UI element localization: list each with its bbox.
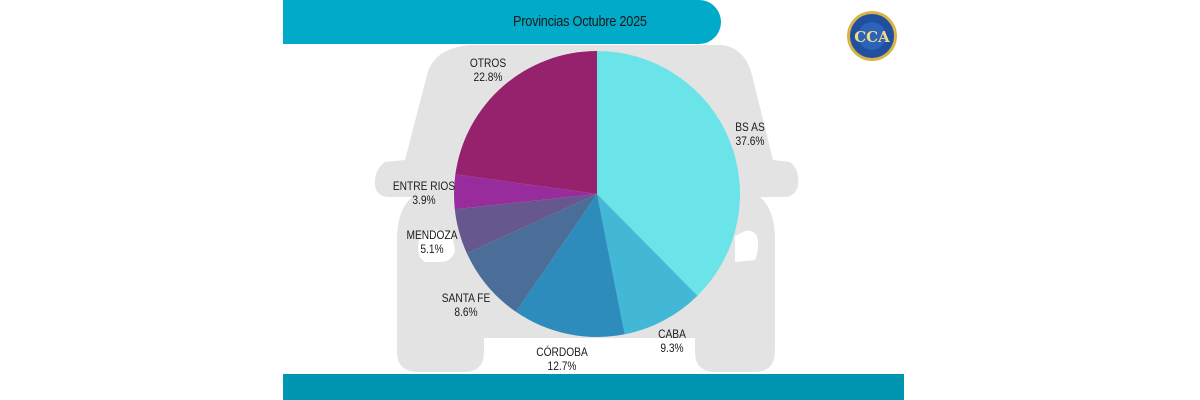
slice-label: MENDOZA 5.1%: [394, 228, 471, 256]
pie-slice-caba: [597, 194, 698, 335]
slice-label-name: OTROS: [469, 56, 507, 70]
slice-label: CABA 9.3%: [634, 327, 711, 355]
pie-slice-santa-fe: [466, 194, 597, 312]
slice-label: CÓRDOBA 12.7%: [524, 345, 601, 373]
slice-label-name: SANTA FE: [441, 291, 491, 305]
pie-slice-otros: [455, 51, 597, 194]
cca-logo-icon: CCA: [847, 11, 897, 61]
slice-label-name: CÓRDOBA: [536, 345, 588, 359]
pie-slice-bs-as: [597, 51, 741, 296]
footer-bar: [283, 374, 904, 400]
slice-label-percent: 3.9%: [412, 193, 436, 207]
slice-label-name: BS AS: [735, 120, 765, 134]
slice-label-name: ENTRE RIOS: [392, 179, 456, 193]
slice-label-percent: 37.6%: [735, 134, 765, 148]
slice-label-percent: 12.7%: [547, 359, 577, 373]
slice-label-percent: 5.1%: [420, 242, 444, 256]
chart-title: Provincias Octubre 2025: [513, 13, 647, 30]
slice-label-percent: 22.8%: [473, 70, 503, 84]
slice-label-name: CABA: [658, 327, 686, 341]
pie-slice-córdoba: [515, 194, 625, 337]
slice-label-name: MENDOZA: [406, 228, 458, 242]
slice-label-percent: 9.3%: [660, 341, 684, 355]
header-bar: [283, 0, 721, 44]
slice-label: BS AS 37.6%: [712, 120, 789, 148]
pie-slice-entre-rios: [454, 174, 597, 210]
pie-slice-mendoza: [454, 194, 597, 254]
slice-label: ENTRE RIOS 3.9%: [386, 179, 463, 207]
slice-label-percent: 8.6%: [454, 305, 478, 319]
slice-label: OTROS 22.8%: [450, 56, 527, 84]
slice-label: SANTA FE 8.6%: [428, 291, 505, 319]
svg-text:CCA: CCA: [854, 28, 890, 46]
